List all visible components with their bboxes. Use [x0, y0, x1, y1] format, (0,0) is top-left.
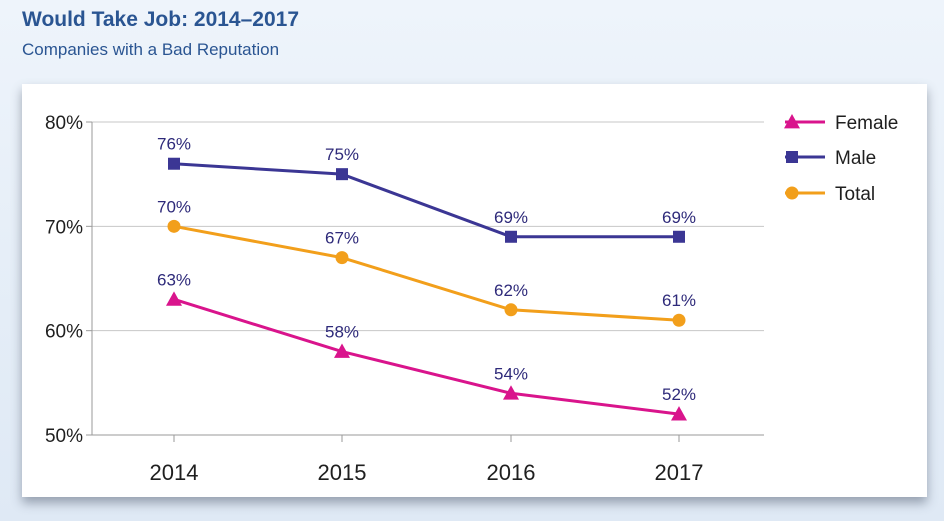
female-data-label: 54%	[494, 364, 528, 383]
series-line-male	[173, 162, 679, 239]
line-chart: 50% 60% 70% 80% 2014 2015 2016 2017 63% 58% 54% 52%…	[45, 113, 898, 485]
total-point	[672, 313, 686, 327]
total-point	[335, 251, 349, 265]
female-data-label: 63%	[157, 270, 191, 289]
total-point	[167, 219, 181, 233]
female-point	[334, 343, 350, 358]
legend-marker-total	[785, 186, 799, 200]
total-data-label: 67%	[325, 229, 359, 248]
x-tick-label: 2016	[487, 460, 536, 485]
legend-label-male: Male	[835, 148, 876, 169]
y-tick-label: 50%	[45, 426, 83, 447]
x-tick-label: 2015	[318, 460, 367, 485]
legend-label-total: Total	[835, 184, 875, 205]
series-line-female	[173, 297, 680, 416]
male-point	[336, 168, 348, 181]
total-data-label: 61%	[662, 291, 696, 310]
chart-card: 50% 60% 70% 80% 2014 2015 2016 2017 63% 58% 54% 52%…	[22, 84, 927, 497]
legend-marker-female	[784, 114, 800, 129]
male-data-label: 75%	[325, 145, 359, 164]
female-point	[166, 291, 182, 306]
chart-subtitle: Companies with a Bad Reputation	[22, 40, 280, 59]
total-data-label: 70%	[157, 197, 191, 216]
series-line-total	[173, 224, 680, 322]
legend-label-female: Female	[835, 113, 898, 134]
y-tick-label: 60%	[45, 322, 83, 343]
x-tick-label: 2017	[655, 460, 704, 485]
male-data-label: 69%	[494, 208, 528, 227]
male-point	[673, 230, 685, 243]
chart-title: Would Take Job: 2014–2017	[22, 8, 300, 31]
male-data-label: 76%	[157, 135, 191, 154]
total-point	[504, 303, 518, 317]
y-tick-label: 70%	[45, 217, 83, 238]
y-tick-label: 80%	[45, 113, 83, 134]
male-data-label: 69%	[662, 208, 696, 227]
total-data-label: 62%	[494, 281, 528, 300]
female-data-label: 58%	[325, 323, 359, 342]
x-tick-label: 2014	[150, 460, 199, 485]
legend-marker-male	[786, 151, 798, 163]
male-point	[505, 230, 517, 243]
female-point	[671, 406, 687, 421]
male-point	[168, 157, 180, 170]
female-data-label: 52%	[662, 385, 696, 404]
female-point	[503, 385, 519, 400]
